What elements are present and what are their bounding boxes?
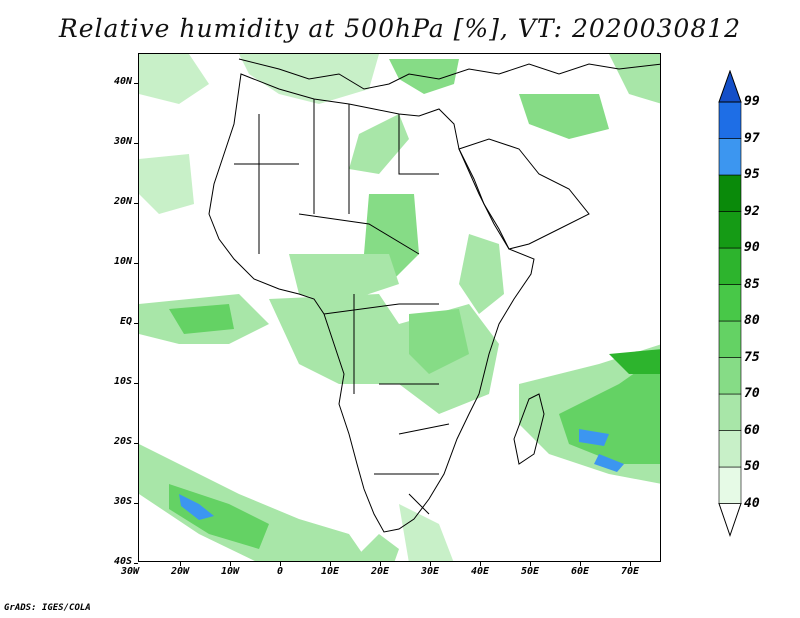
country-borders [234, 99, 450, 515]
colorbar-level-label: 40 [744, 495, 760, 511]
colorbar-swatch [718, 466, 742, 504]
colorbar-swatch [718, 430, 742, 468]
latitude-label: 10S [113, 376, 132, 387]
longitude-label: 40E [470, 566, 490, 577]
colorbar-swatch [718, 247, 742, 285]
colorbar-level-label: 97 [744, 130, 760, 146]
africa-coastline [208, 73, 535, 533]
colorbar-swatch [718, 101, 742, 139]
humidity-patch [594, 454, 624, 472]
humidity-patch [169, 484, 269, 549]
colorbar-swatch [718, 284, 742, 322]
latitude-label: 40S [113, 556, 132, 567]
latitude-tick [134, 503, 138, 504]
humidity-patch [289, 254, 399, 304]
humidity-patch [359, 534, 399, 561]
colorbar-swatch [718, 393, 742, 431]
longitude-tick [330, 562, 331, 566]
latitude-label: 30S [113, 496, 132, 507]
map-panel [138, 53, 661, 562]
chart-title: Relative humidity at 500hPa [%], VT: 202… [58, 14, 742, 43]
longitude-tick [430, 562, 431, 566]
colorbar-level-label: 60 [744, 422, 760, 438]
humidity-patch [609, 349, 660, 374]
latitude-label: 20S [113, 436, 132, 447]
latitude-label: 40N [113, 76, 132, 87]
latitude-label: EQ [119, 316, 132, 327]
europe-coastline [238, 58, 660, 90]
latitude-tick [134, 383, 138, 384]
coastlines [208, 58, 660, 533]
colorbar-swatch [718, 70, 742, 103]
longitude-tick [580, 562, 581, 566]
longitude-tick [630, 562, 631, 566]
humidity-patch [409, 309, 469, 374]
colorbar-level-label: 99 [744, 94, 760, 109]
colorbar-swatch [718, 138, 742, 176]
colorbar-level-label: 80 [744, 313, 760, 328]
humidity-patch [349, 114, 409, 174]
latitude-tick [134, 563, 138, 564]
humidity-patch [169, 304, 234, 334]
colorbar-swatch [718, 320, 742, 358]
latitude-tick [134, 263, 138, 264]
humidity-patch [579, 429, 609, 446]
humidity-patch [139, 154, 194, 214]
latitude-tick [134, 203, 138, 204]
humidity-patch [139, 54, 209, 104]
colorbar [718, 70, 742, 538]
latitude-tick [134, 83, 138, 84]
map-canvas [139, 54, 660, 561]
latitude-label: 30N [113, 136, 132, 147]
longitude-label: 10E [320, 566, 340, 577]
colorbar-level-label: 95 [744, 167, 760, 182]
longitude-tick [530, 562, 531, 566]
latitude-label: 10N [113, 256, 132, 267]
latitude-label: 20N [113, 196, 132, 207]
colorbar-swatch [718, 357, 742, 395]
colorbar-level-label: 75 [744, 349, 760, 365]
latitude-tick [134, 323, 138, 324]
longitude-tick [230, 562, 231, 566]
humidity-field [139, 54, 660, 561]
colorbar-level-label: 50 [744, 459, 760, 474]
longitude-label: 20E [370, 566, 390, 577]
madagascar-coastline [513, 393, 545, 465]
longitude-label: 50E [520, 566, 540, 577]
longitude-label: 30E [420, 566, 440, 577]
colorbar-level-label: 70 [744, 386, 760, 401]
colorbar-level-label: 90 [744, 240, 760, 255]
arabia-coastline [458, 138, 590, 250]
colorbar-level-label: 92 [744, 203, 760, 219]
humidity-patch [519, 94, 609, 139]
colorbar-level-label: 85 [744, 276, 760, 292]
longitude-tick [180, 562, 181, 566]
longitude-tick [480, 562, 481, 566]
longitude-label: 60E [570, 566, 590, 577]
humidity-patch [399, 504, 454, 561]
longitude-tick [380, 562, 381, 566]
humidity-patch [609, 54, 660, 104]
longitude-label: 30W [120, 566, 140, 577]
humidity-patch [139, 444, 368, 561]
credit-text: GrADS: IGES/COLA [4, 603, 91, 613]
latitude-tick [134, 443, 138, 444]
humidity-patch [459, 234, 504, 314]
humidity-patch [179, 494, 214, 520]
colorbar-swatch [718, 503, 742, 538]
colorbar-swatch [718, 174, 742, 212]
longitude-label: 0 [276, 566, 284, 577]
longitude-tick [280, 562, 281, 566]
longitude-label: 20W [170, 566, 190, 577]
colorbar-swatch [718, 211, 742, 249]
latitude-tick [134, 143, 138, 144]
longitude-label: 10W [220, 566, 240, 577]
longitude-label: 70E [620, 566, 640, 577]
